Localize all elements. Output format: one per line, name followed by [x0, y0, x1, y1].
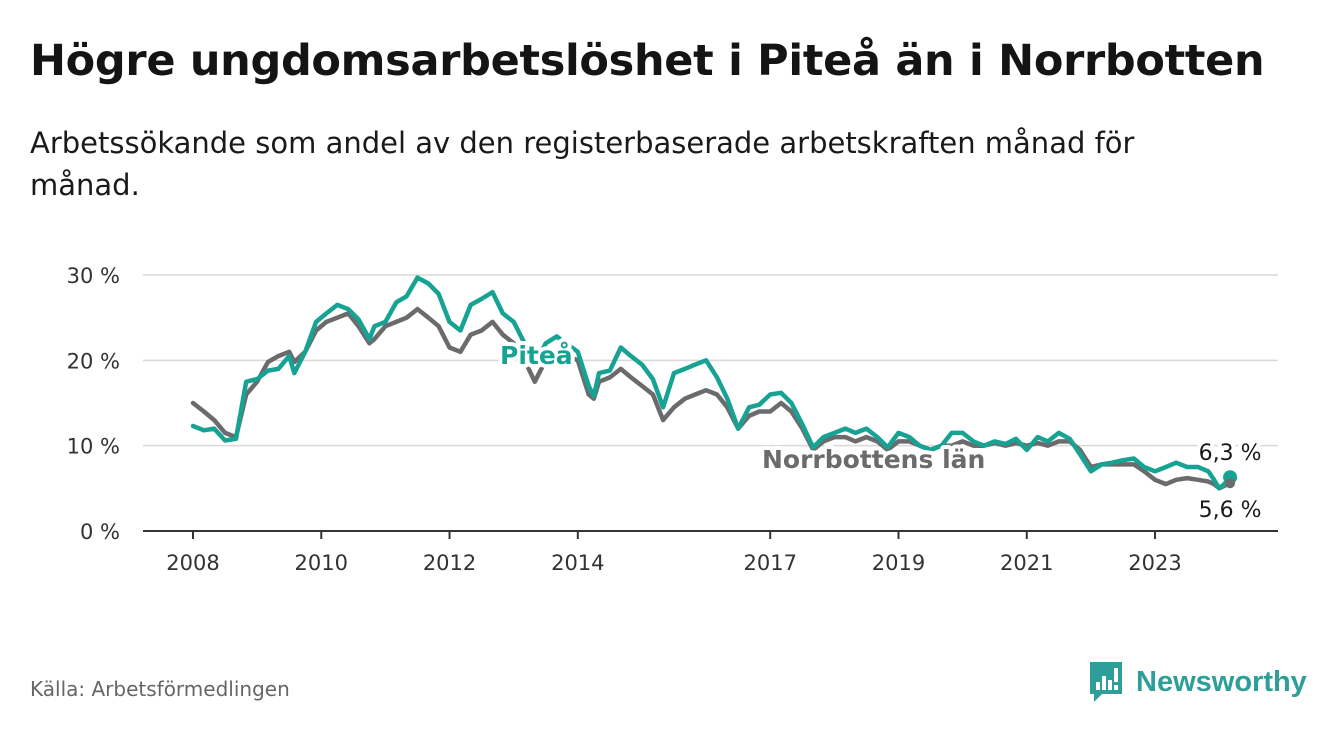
- series-line-pitea: [190, 275, 1233, 491]
- end-label-pitea-halo: 6,3 %: [1199, 441, 1262, 466]
- end-label-pitea-group: 6,3 %6,3 %: [1195, 437, 1266, 470]
- series-label-norrbotten: Norrbottens län: [762, 445, 985, 474]
- x-tick-label: 2023: [1128, 551, 1181, 575]
- end-label-norrbotten: 5,6 %: [1199, 498, 1262, 523]
- y-tick-label: 30 %: [67, 264, 120, 288]
- y-tick-label: 0 %: [80, 520, 120, 544]
- chart-subtitle: Arbetssökande som andel av den registerb…: [30, 126, 1135, 202]
- chart-title: Högre ungdomsarbetslöshet i Piteå än i N…: [30, 36, 1265, 86]
- grid-layer: [143, 274, 1278, 532]
- brand: Newsworthy: [1088, 660, 1307, 704]
- end-label-pitea: 6,3 %: [1199, 441, 1262, 466]
- end-label-norrbotten-group: 5,6 %5,6 %: [1195, 494, 1266, 527]
- y-tick-label: 20 %: [67, 349, 120, 373]
- series-layer: [190, 275, 1238, 491]
- x-tick-label: 2019: [872, 551, 925, 575]
- tick-label-layer: 0 % 10 % 20 % 30 % 2008 2010 2012 2014 2017 2019 2…: [67, 264, 1182, 575]
- x-tick-label: 2021: [1000, 551, 1053, 575]
- x-tick-label: 2014: [551, 551, 604, 575]
- brand-name: Newsworthy: [1136, 665, 1307, 698]
- series-line-norrbotten: [190, 306, 1233, 491]
- x-tick-label: 2008: [166, 551, 219, 575]
- series-label-norrbotten-halo: Norrbottens län: [762, 445, 985, 474]
- series-label-pitea-halo: Piteå: [500, 341, 573, 370]
- end-marker-norrbotten: [1225, 478, 1236, 489]
- x-tick-label: 2012: [423, 551, 476, 575]
- source-note: Källa: Arbetsförmedlingen: [30, 677, 290, 701]
- x-tick-label: 2017: [743, 551, 796, 575]
- end-label-norrbotten-halo: 5,6 %: [1199, 498, 1262, 523]
- newsworthy-logo-icon: [1090, 662, 1122, 702]
- series-label-pitea: Piteå: [500, 341, 573, 370]
- x-tick-label: 2010: [295, 551, 348, 575]
- y-tick-label: 10 %: [67, 435, 120, 459]
